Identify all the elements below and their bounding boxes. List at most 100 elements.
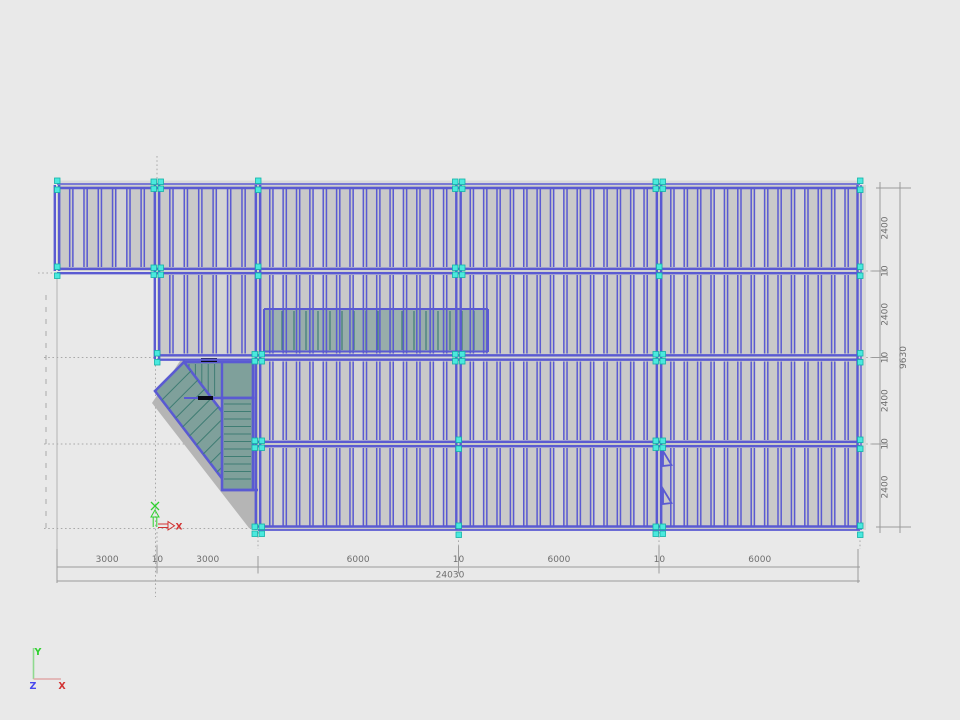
- node-marker: [154, 350, 161, 357]
- beam-layer[interactable]: [53, 183, 862, 531]
- node-marker: [54, 263, 61, 270]
- node-marker: [857, 186, 864, 193]
- dimension-label: 2400: [881, 216, 891, 239]
- node-marker: [459, 271, 466, 278]
- bracket-icon: [662, 447, 673, 468]
- ucs-label-x: X: [176, 523, 183, 533]
- node-marker: [459, 264, 466, 271]
- node-marker: [452, 271, 459, 278]
- node-marker: [255, 263, 262, 270]
- node-marker: [251, 437, 258, 444]
- node-marker: [455, 445, 462, 452]
- node-marker: [251, 444, 258, 451]
- node-marker: [157, 264, 164, 271]
- node-marker: [154, 359, 161, 366]
- node-marker: [258, 437, 265, 444]
- node-marker: [659, 178, 666, 185]
- node-marker: [157, 271, 164, 278]
- node-marker: [452, 351, 459, 358]
- dimension-label: 10: [881, 352, 891, 364]
- node-marker: [652, 530, 659, 537]
- dimension-label: 10: [152, 555, 164, 565]
- dimension-label: 6000: [748, 555, 771, 565]
- node-marker: [459, 178, 466, 185]
- axis-label-y: Y: [34, 647, 42, 658]
- bracket-symbols[interactable]: [662, 447, 673, 506]
- node-marker: [656, 272, 663, 279]
- bottom-dimension: 3000 10 3000 6000 10 6000 10 6000 24030: [56, 546, 860, 583]
- node-marker: [652, 437, 659, 444]
- dimension-label: 3000: [196, 555, 219, 565]
- dimension-label: 10: [881, 265, 891, 277]
- node-marker: [251, 523, 258, 530]
- node-marker: [652, 185, 659, 192]
- dimension-label: 2400: [881, 475, 891, 498]
- node-marker: [251, 358, 258, 365]
- world-axis-icon: Y Z X: [30, 647, 67, 692]
- node-marker: [54, 272, 61, 279]
- node-marker: [857, 350, 864, 357]
- axis-label-z: Z: [30, 681, 37, 692]
- stair-area[interactable]: [152, 358, 258, 528]
- node-markers[interactable]: [54, 177, 864, 538]
- node-marker: [455, 436, 462, 443]
- node-marker: [54, 186, 61, 193]
- node-marker: [452, 264, 459, 271]
- dimension-label: 10: [654, 555, 666, 565]
- node-marker: [857, 522, 864, 529]
- node-marker: [255, 186, 262, 193]
- node-marker: [251, 351, 258, 358]
- dimension-label: 2400: [881, 303, 891, 326]
- node-marker: [857, 359, 864, 366]
- node-marker: [452, 185, 459, 192]
- node-marker: [857, 263, 864, 270]
- node-marker: [459, 358, 466, 365]
- node-marker: [255, 177, 262, 184]
- node-marker: [652, 523, 659, 530]
- node-marker: [857, 531, 864, 538]
- dimension-label: 10: [453, 555, 465, 565]
- node-marker: [150, 271, 157, 278]
- axis-label-x: X: [58, 681, 66, 692]
- node-marker: [459, 351, 466, 358]
- dimension-label: 2400: [881, 389, 891, 412]
- sheathing-strips: [73, 187, 845, 528]
- node-marker: [659, 351, 666, 358]
- node-marker: [258, 358, 265, 365]
- node-marker: [157, 178, 164, 185]
- node-marker: [652, 178, 659, 185]
- node-marker: [857, 177, 864, 184]
- node-marker: [251, 530, 258, 537]
- bracket-icon: [662, 485, 673, 506]
- node-marker: [452, 358, 459, 365]
- dimension-label: 3000: [96, 555, 119, 565]
- ucs-axis-icon: X: [150, 501, 183, 533]
- node-marker: [150, 185, 157, 192]
- node-marker: [258, 444, 265, 451]
- joist-layer[interactable]: [68, 189, 849, 526]
- node-marker: [255, 272, 262, 279]
- node-marker: [652, 444, 659, 451]
- node-marker: [652, 351, 659, 358]
- node-marker: [857, 272, 864, 279]
- dimension-label: 6000: [347, 555, 370, 565]
- node-marker: [652, 358, 659, 365]
- node-marker: [54, 177, 61, 184]
- node-marker: [857, 445, 864, 452]
- dimension-label: 10: [881, 438, 891, 450]
- node-marker: [659, 437, 666, 444]
- node-marker: [459, 185, 466, 192]
- node-marker: [452, 178, 459, 185]
- node-marker: [258, 530, 265, 537]
- node-marker: [659, 444, 666, 451]
- node-marker: [857, 436, 864, 443]
- node-marker: [258, 523, 265, 530]
- dimension-label: 24030: [436, 571, 465, 581]
- node-marker: [455, 531, 462, 538]
- dimension-label: 6000: [547, 555, 570, 565]
- node-marker: [455, 522, 462, 529]
- node-marker: [150, 264, 157, 271]
- node-marker: [157, 185, 164, 192]
